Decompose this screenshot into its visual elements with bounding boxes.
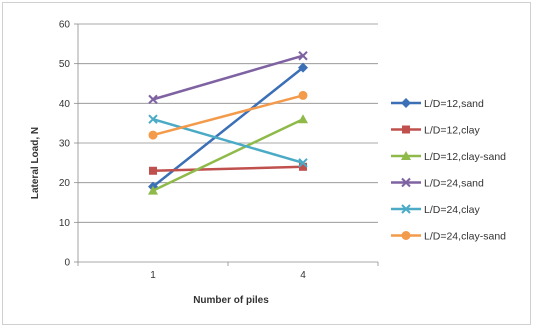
series-line bbox=[152, 66, 304, 188]
legend-item: L/D=12,clay bbox=[391, 125, 480, 137]
legend-label: L/D=24,sand bbox=[424, 178, 484, 190]
series-4 bbox=[148, 114, 308, 168]
data-point bbox=[298, 158, 308, 168]
data-point bbox=[148, 94, 158, 105]
legend-marker bbox=[402, 125, 410, 134]
y-axis-ticks: 0 10 20 30 40 50 60 bbox=[59, 20, 78, 269]
legend-item: L/D=24,sand bbox=[391, 178, 484, 190]
legend-marker bbox=[401, 204, 411, 214]
legend-label: L/D=24,clay bbox=[424, 204, 480, 216]
gridlines bbox=[78, 23, 378, 223]
y-tick-label: 10 bbox=[59, 218, 71, 229]
series-3 bbox=[148, 51, 308, 105]
x-axis-title: Number of piles bbox=[193, 295, 269, 306]
x-tick-label: 4 bbox=[300, 270, 306, 281]
legend-label: L/D=12,clay-sand bbox=[424, 151, 506, 163]
y-tick-label: 30 bbox=[59, 139, 71, 150]
data-point bbox=[148, 130, 158, 140]
y-tick-label: 20 bbox=[59, 178, 71, 189]
series-line bbox=[152, 118, 304, 192]
y-tick-label: 0 bbox=[64, 258, 70, 269]
data-point bbox=[299, 162, 307, 171]
legend-marker bbox=[401, 177, 411, 188]
legend-label: L/D=12,sand bbox=[424, 98, 484, 110]
data-point bbox=[148, 114, 158, 124]
data-point bbox=[298, 114, 308, 124]
y-tick-label: 50 bbox=[59, 59, 71, 70]
series-2 bbox=[148, 114, 308, 195]
legend-label: L/D=12,clay bbox=[424, 125, 480, 137]
legend-label: L/D=24,clay-sand bbox=[424, 231, 506, 243]
series-line bbox=[152, 117, 304, 165]
series-group bbox=[148, 51, 308, 195]
y-tick-label: 60 bbox=[59, 20, 71, 31]
x-tick-label: 1 bbox=[150, 270, 156, 281]
legend-item: L/D=12,sand bbox=[391, 98, 484, 110]
series-line bbox=[152, 94, 304, 137]
legend: L/D=12,sand L/D=12,clay L/D=12,clay-sand L/… bbox=[391, 98, 506, 243]
data-point bbox=[298, 51, 308, 61]
legend-marker bbox=[401, 231, 411, 240]
legend-marker bbox=[401, 98, 411, 108]
data-point bbox=[148, 185, 158, 195]
y-tick-label: 40 bbox=[59, 99, 71, 110]
legend-item: L/D=24,clay bbox=[391, 204, 480, 216]
series-1 bbox=[149, 162, 307, 175]
series-line bbox=[152, 165, 304, 173]
y-axis-title: Lateral Load, N bbox=[30, 127, 41, 199]
data-point bbox=[298, 90, 308, 100]
legend-item: L/D=24,clay-sand bbox=[391, 231, 506, 243]
legend-item: L/D=12,clay-sand bbox=[391, 151, 506, 163]
data-point bbox=[149, 166, 157, 175]
series-5 bbox=[148, 90, 308, 140]
series-line bbox=[152, 54, 304, 101]
legend-marker bbox=[401, 151, 411, 160]
